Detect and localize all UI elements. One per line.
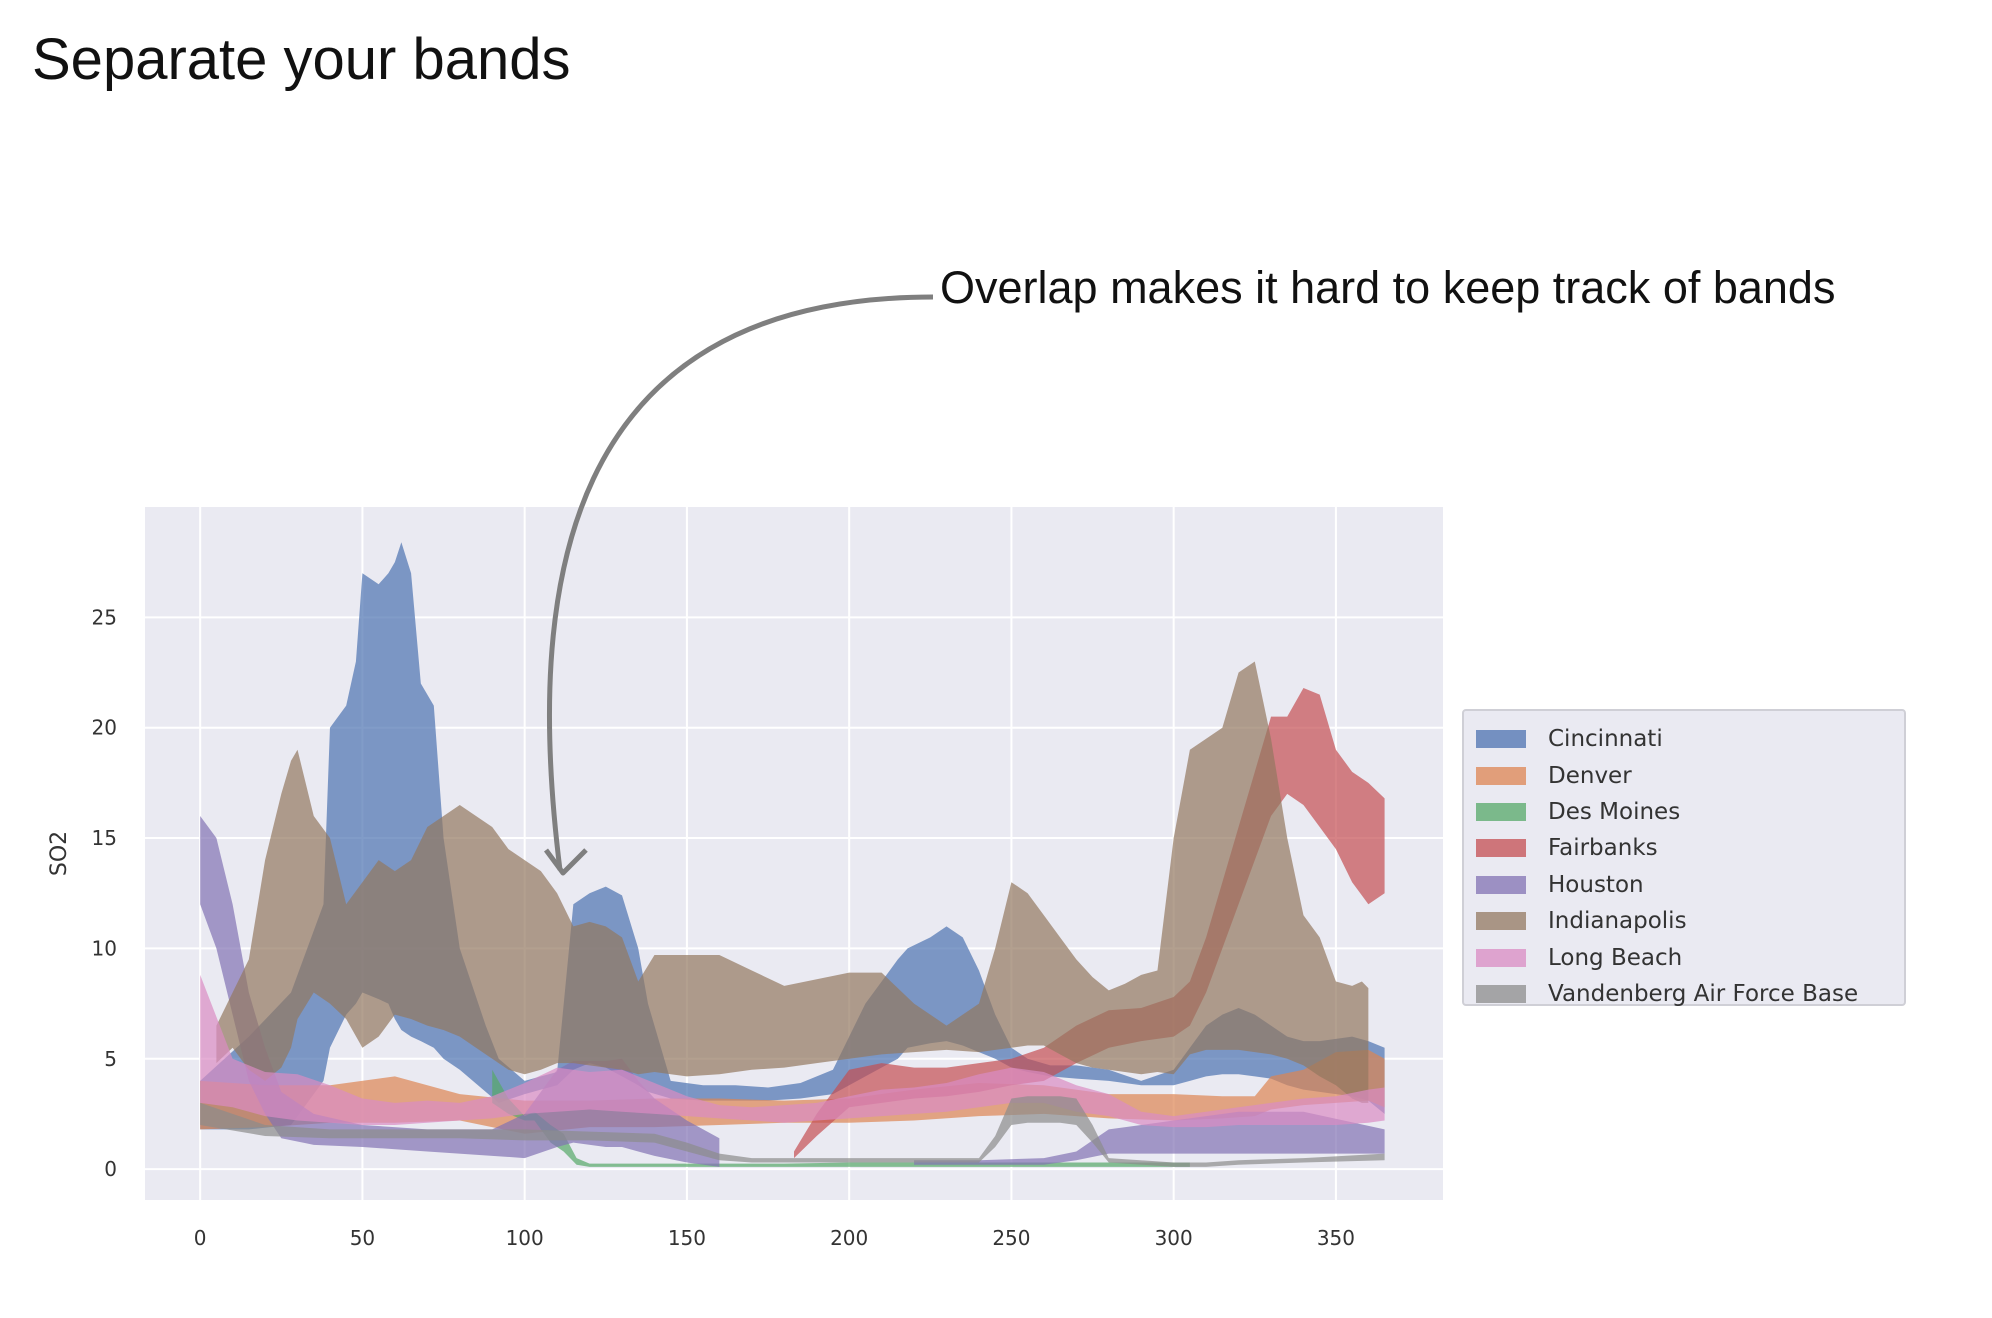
annotation-arrowhead (543, 848, 588, 876)
legend-label: Denver (1548, 762, 1632, 789)
legend-item: Fairbanks (1476, 830, 1904, 866)
legend-item: Denver (1476, 757, 1904, 793)
legend-swatch (1476, 839, 1526, 858)
band-indianapolis (216, 661, 1369, 1103)
y-tick-label: 5 (104, 1047, 117, 1071)
y-tick-label: 10 (92, 936, 117, 960)
legend-label: Indianapolis (1548, 908, 1687, 935)
band-long-beach (200, 974, 1385, 1128)
y-tick-label: 25 (92, 605, 117, 629)
legend-swatch (1476, 912, 1526, 931)
legend-label: Long Beach (1548, 944, 1683, 971)
legend-label: Houston (1548, 871, 1644, 898)
legend-item: Des Moines (1476, 794, 1904, 830)
x-tick-label: 100 (506, 1226, 544, 1250)
legend-swatch (1476, 948, 1526, 967)
band-fairbanks (794, 687, 1385, 1159)
band-vandenberg-air-force-base (200, 1096, 1385, 1167)
chart-legend: Cincinnati Denver Des Moines Fairbanks Houst… (1462, 709, 1906, 1007)
legend-swatch (1476, 875, 1526, 894)
legend-label: Des Moines (1548, 798, 1681, 825)
y-tick-label: 0 (104, 1157, 117, 1181)
legend-label: Fairbanks (1548, 835, 1658, 862)
legend-item: Long Beach (1476, 939, 1904, 975)
legend-swatch (1476, 766, 1526, 785)
legend-item: Cincinnati (1476, 721, 1904, 757)
x-tick-label: 250 (992, 1226, 1030, 1250)
legend-label: Vandenberg Air Force Base (1548, 980, 1859, 1007)
annotation-arrow (546, 294, 934, 871)
legend-item: Houston (1476, 867, 1904, 903)
legend-item: Vandenberg Air Force Base (1476, 976, 1904, 1012)
x-tick-label: 300 (1155, 1226, 1193, 1250)
x-tick-label: 50 (350, 1226, 375, 1250)
annotation-text: Overlap makes it hard to keep track of b… (940, 262, 1836, 313)
y-tick-label: 15 (92, 826, 117, 850)
legend-swatch (1476, 984, 1526, 1003)
slide-title: Separate your bands (32, 27, 571, 92)
x-tick-label: 350 (1317, 1226, 1355, 1250)
x-tick-label: 0 (194, 1226, 207, 1250)
legend-label: Cincinnati (1548, 726, 1663, 753)
y-tick-label: 20 (92, 716, 117, 740)
y-axis-label: SO2 (47, 831, 72, 876)
legend-swatch (1476, 802, 1526, 821)
x-tick-label: 200 (830, 1226, 868, 1250)
legend-swatch (1476, 730, 1526, 749)
legend-item: Indianapolis (1476, 903, 1904, 939)
x-tick-label: 150 (668, 1226, 706, 1250)
